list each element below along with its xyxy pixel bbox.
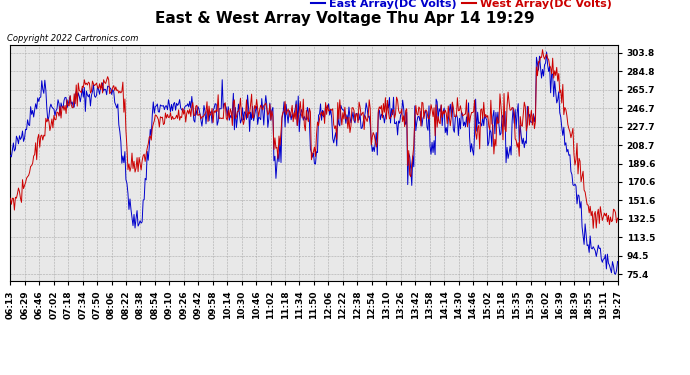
- Text: Copyright 2022 Cartronics.com: Copyright 2022 Cartronics.com: [7, 34, 138, 43]
- Text: East & West Array Voltage Thu Apr 14 19:29: East & West Array Voltage Thu Apr 14 19:…: [155, 11, 535, 26]
- Legend: East Array(DC Volts), West Array(DC Volts): East Array(DC Volts), West Array(DC Volt…: [311, 0, 612, 9]
